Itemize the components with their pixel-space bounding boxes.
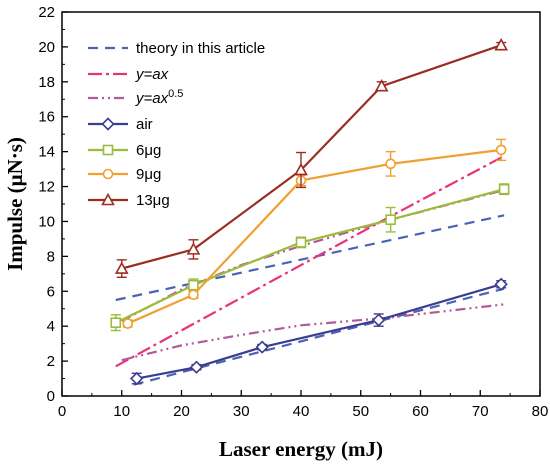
- data-point-ug6: [295, 237, 307, 248]
- x-tick-label: 20: [173, 403, 190, 420]
- fit-line-linear: [115, 155, 505, 368]
- legend-label-ug13: 13μg: [136, 192, 170, 209]
- legend-marker-ug9: [102, 168, 114, 180]
- data-point-air: [255, 340, 269, 354]
- legend-label-superscript: 0.5: [168, 88, 183, 100]
- fit-line-sqrt: [121, 303, 505, 362]
- data-point-ug13: [294, 162, 308, 176]
- data-point-ug9: [188, 289, 199, 301]
- legend-label-sqrt: y=ax0.5: [135, 88, 183, 107]
- data-point-ug6: [188, 279, 199, 291]
- fit-line-theory: [115, 214, 505, 302]
- y-tick-label: 4: [47, 318, 55, 335]
- x-tick-label: 10: [113, 403, 130, 420]
- series-line-ug9: [127, 148, 502, 325]
- y-tick-label: 12: [38, 179, 55, 196]
- y-tick-label: 14: [38, 144, 55, 161]
- data-point-ug9: [495, 144, 507, 156]
- data-point-air: [130, 371, 144, 386]
- y-tick-label: 18: [38, 74, 55, 91]
- data-point-ug13: [114, 261, 129, 274]
- legend-marker-ug6: [102, 144, 114, 156]
- data-point-air: [494, 277, 508, 291]
- data-point-ug6: [110, 317, 122, 328]
- legend-label-linear: y=ax: [135, 66, 169, 83]
- x-tick-label: 30: [233, 403, 250, 420]
- x-tick-label: 60: [412, 403, 429, 420]
- fit-lines: [115, 155, 505, 386]
- y-tick-label: 10: [38, 213, 55, 230]
- y-tick-label: 6: [47, 283, 55, 300]
- fit-line-theory: [133, 287, 505, 386]
- data-point-air: [372, 313, 386, 327]
- data-point-ug13: [374, 79, 389, 92]
- legend-marker-ug13: [101, 192, 115, 206]
- y-axis: 0 2 4 6 8 10 12 14 16 18 20 22: [38, 4, 68, 405]
- data-point-ug6: [498, 183, 510, 195]
- legend-label-ug6: 6μg: [136, 142, 161, 159]
- x-tick-label: 70: [472, 403, 489, 420]
- y-tick-label: 22: [38, 4, 55, 21]
- y-tick-label: 16: [38, 109, 55, 126]
- data-point-ug13: [186, 242, 201, 255]
- y-tick-label: 20: [38, 39, 55, 56]
- y-tick-label: 0: [47, 388, 55, 405]
- x-axis-title: Laser energy (mJ): [219, 437, 383, 461]
- legend-marker-air: [101, 117, 115, 131]
- x-tick-label: 0: [58, 403, 66, 420]
- data-point-ug6: [385, 214, 396, 226]
- legend-label-ug9: 9μg: [136, 166, 161, 183]
- x-tick-label: 40: [293, 403, 310, 420]
- y-tick-label: 2: [47, 353, 55, 370]
- data-point-ug13: [494, 38, 509, 51]
- data-point-air: [189, 360, 204, 374]
- y-axis-title: Impulse (μN·s): [3, 137, 27, 271]
- y-tick-label: 8: [47, 248, 55, 265]
- data-point-ug9: [385, 158, 396, 170]
- data-point-ug9: [122, 318, 134, 329]
- legend-label-air: air: [136, 116, 153, 133]
- legend-label-theory: theory in this article: [136, 40, 265, 57]
- x-axis: 0 10 20 30 40 50 60 70 80: [58, 390, 549, 420]
- x-tick-label: 50: [352, 403, 369, 420]
- series-lines: [110, 38, 510, 386]
- legend: theory in this article y=ax y=ax0.5 air 6μg 9…: [88, 40, 265, 209]
- x-tick-label: 80: [532, 403, 549, 420]
